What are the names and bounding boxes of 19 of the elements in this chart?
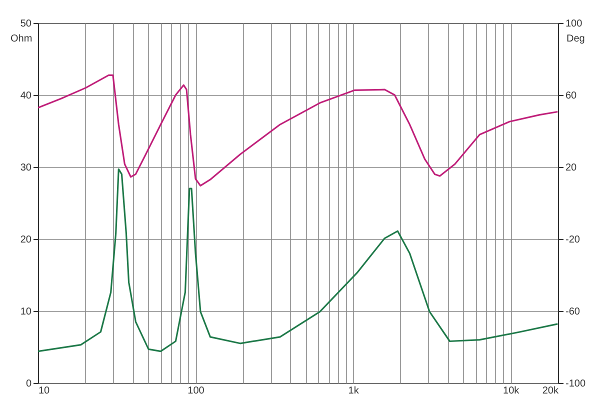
y-tick-label: 20 — [20, 234, 32, 246]
x-tick-label: 10k — [503, 386, 520, 396]
y-axis-title: Ohm — [10, 34, 32, 44]
x-tick-label: 10 — [38, 386, 50, 396]
y2-tick-label: 60 — [566, 90, 578, 102]
y-tick-label: 30 — [20, 162, 32, 174]
y2-tick-label: -60 — [566, 306, 580, 318]
x-tick-label: 20k — [542, 386, 560, 396]
y2-axis-title: Deg — [566, 34, 585, 44]
y-tick-label: 10 — [20, 306, 32, 318]
y2-tick-label: -100 — [566, 378, 586, 390]
y2-tick-label: -20 — [566, 234, 580, 246]
x-tick-label: 1k — [348, 386, 360, 396]
y2-tick-label: 100 — [566, 18, 583, 30]
y-tick-label: 40 — [20, 90, 32, 102]
y-tick-label: 0 — [26, 378, 32, 390]
x-tick-label: 100 — [188, 386, 205, 396]
y2-tick-label: 20 — [566, 162, 578, 174]
y-tick-label: 50 — [20, 18, 32, 30]
